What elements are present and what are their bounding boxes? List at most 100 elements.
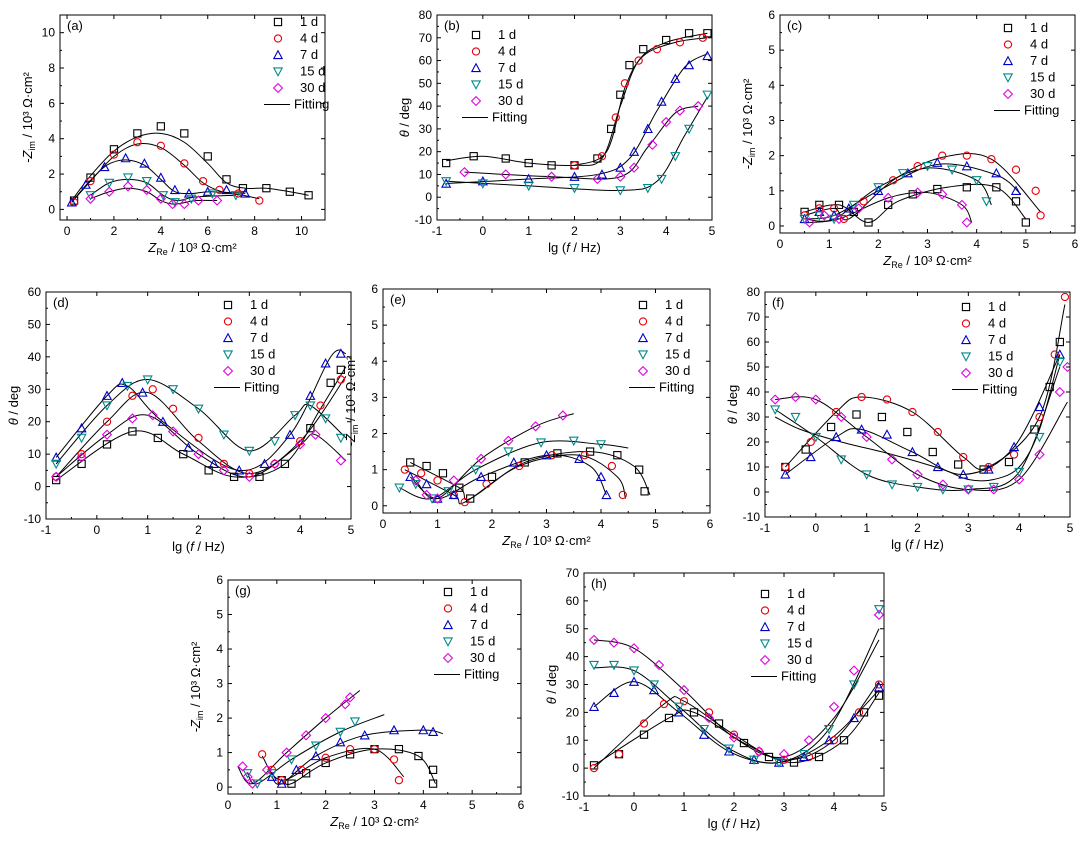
x-tick-label: 5: [709, 224, 716, 238]
point-4d: [194, 433, 203, 443]
plot-frame: [59, 14, 326, 221]
point-7d: [831, 431, 842, 442]
y-tick-label: 6: [216, 573, 223, 587]
point-15d: [320, 414, 331, 424]
legend-marker-4d: [760, 606, 770, 615]
point-30d: [218, 465, 230, 476]
point-30d: [828, 701, 840, 712]
point-1d: [1055, 337, 1064, 347]
point-7d: [588, 701, 600, 711]
legend-label: 4 d: [250, 314, 268, 329]
point-7d: [608, 687, 620, 698]
point-1d: [255, 472, 264, 481]
x-tick-label: 2: [195, 523, 202, 537]
legend-label: 15 d: [470, 634, 495, 649]
y-tick-label: 0: [753, 485, 760, 499]
y-tick-label: 1: [371, 463, 378, 477]
point-15d: [922, 162, 933, 172]
y-tick-label: 2: [768, 149, 775, 163]
point-1d: [954, 460, 963, 469]
point-7d: [628, 146, 640, 156]
point-15d: [349, 717, 361, 727]
legend-marker-7d: [222, 332, 234, 343]
point-30d: [988, 484, 999, 495]
fitting-curve-1d: [55, 366, 347, 481]
point-30d: [244, 471, 255, 483]
legend-label: 4 d: [665, 314, 683, 329]
point-15d: [569, 183, 580, 194]
legend-label: Fitting: [982, 382, 1017, 397]
x-tick-label: -1: [760, 521, 771, 535]
point-1d: [345, 750, 355, 759]
legend-label: Fitting: [294, 97, 329, 112]
x-tick-label: 6: [518, 798, 525, 812]
y-tick-label: 10: [566, 733, 580, 747]
point-4d: [180, 159, 189, 168]
legend-marker-30d: [442, 652, 454, 664]
point-7d: [723, 746, 735, 756]
point-7d: [670, 73, 681, 83]
point-4d: [962, 151, 971, 160]
point-4d: [754, 747, 764, 756]
x-axis-label: ZRe / 10³ Ω·cm²: [329, 814, 419, 831]
panel-label: (a): [67, 18, 83, 33]
legend-marker-1d: [760, 589, 770, 599]
point-7d: [240, 188, 251, 198]
fitting-curve-4d: [784, 304, 1066, 471]
point-15d: [1054, 357, 1065, 368]
point-30d: [937, 479, 949, 490]
point-4d: [857, 392, 866, 402]
point-1d: [306, 424, 315, 433]
point-1d: [593, 154, 602, 163]
y-tick-label: 10: [28, 447, 42, 461]
point-1d: [908, 190, 917, 199]
legend-label: 30 d: [1030, 86, 1055, 101]
point-4d: [618, 490, 627, 500]
y-tick-label: 60: [28, 285, 42, 299]
x-tick-label: 1: [681, 800, 688, 814]
point-1d: [280, 459, 290, 469]
point-15d: [252, 779, 263, 790]
y-tick-label: -10: [415, 213, 433, 227]
point-4d: [394, 776, 404, 785]
legend-label: 1 d: [498, 27, 516, 42]
y-tick-label: 6: [371, 282, 378, 296]
legend-label: 1 d: [1030, 20, 1048, 35]
x-tick-label: 4: [831, 800, 838, 814]
point-15d: [814, 211, 825, 221]
fitting-curve-15d: [774, 366, 1061, 492]
legend-marker-1d: [443, 587, 453, 597]
x-axis-label: lg (f / Hz): [172, 539, 225, 554]
point-15d: [698, 724, 710, 735]
point-1d: [109, 145, 119, 154]
point-7d: [183, 442, 194, 452]
point-30d: [1062, 361, 1070, 373]
point-30d: [421, 489, 432, 501]
point-1d: [455, 483, 464, 492]
legend-label: 7 d: [665, 330, 683, 345]
y-tick-label: 8: [48, 61, 55, 75]
point-4d: [168, 404, 178, 413]
point-7d: [780, 469, 791, 479]
legend-marker-1d: [638, 300, 648, 310]
point-15d: [230, 191, 242, 201]
point-4d: [400, 465, 409, 474]
point-1d: [414, 751, 423, 761]
point-30d: [937, 189, 948, 200]
x-tick-label: 2: [875, 237, 882, 251]
point-1d: [962, 183, 971, 192]
legend-marker-30d: [960, 367, 972, 379]
y-tick-label: 40: [566, 650, 580, 664]
legend-marker-15d: [470, 80, 482, 90]
point-7d: [702, 50, 712, 61]
point-1d: [979, 465, 988, 474]
point-4d: [913, 162, 922, 171]
point-15d: [535, 438, 547, 448]
point-4d: [156, 141, 165, 150]
point-30d: [448, 475, 460, 486]
point-1d: [714, 719, 724, 728]
point-15d: [897, 169, 909, 179]
panel-g: 0 1 2 3 4 5 6 0 1 2 3 4 5 6 (g) ZRe / 10³ Ω·cm² -Zim / 1…: [188, 573, 525, 831]
point-30d: [1054, 386, 1066, 398]
panel-label: (h): [591, 576, 607, 591]
